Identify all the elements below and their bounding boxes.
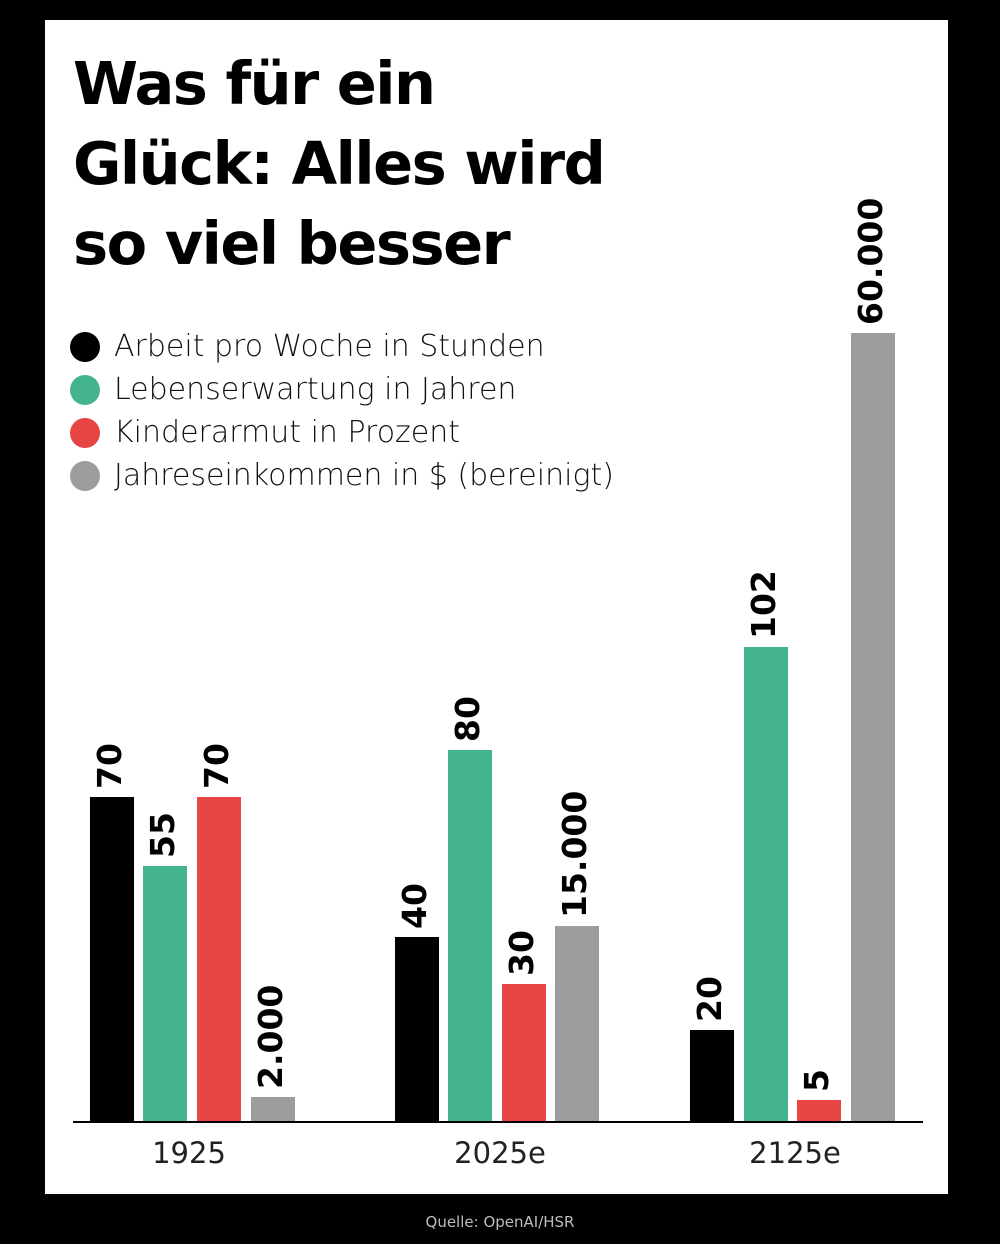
- category-label-1925: 1925: [152, 1136, 226, 1170]
- bar-2125e-9: [744, 647, 788, 1122]
- legend-dot-icon: [70, 331, 100, 362]
- legend-label: Kinderarmut in Prozent: [114, 415, 461, 450]
- legend-item-lebenserwartung: Lebenserwartung in Jahren: [70, 368, 614, 411]
- bar-2025e-4: [395, 937, 439, 1122]
- bar-1925-3: [251, 1097, 295, 1122]
- category-label-2025e: 2025e: [454, 1136, 546, 1170]
- legend-label: Arbeit pro Woche in Stunden: [114, 329, 545, 364]
- bar-2125e-10: [797, 1100, 841, 1122]
- legend-dot-icon: [70, 460, 100, 491]
- legend-item-jahreseinkommen: Jahreseinkommen in $ (bereinigt): [70, 454, 614, 497]
- bar-2125e-11: [851, 333, 895, 1122]
- legend-label: Jahreseinkommen in $ (bereinigt): [114, 458, 614, 493]
- source-note: Quelle: OpenAI/HSR: [425, 1213, 575, 1231]
- bar-2025e-5: [448, 750, 492, 1122]
- title-line-2: Glück: Alles wird: [73, 129, 606, 198]
- chart-card: Was für ein Glück: Alles wird so viel be…: [45, 20, 948, 1194]
- legend-dot-icon: [70, 417, 100, 448]
- bar-1925-2: [197, 797, 241, 1122]
- legend-item-kinderarmut: Kinderarmut in Prozent: [70, 411, 614, 454]
- title-line-1: Was für ein: [73, 49, 436, 118]
- category-label-2125e: 2125e: [749, 1136, 841, 1170]
- bar-2125e-8: [690, 1030, 734, 1122]
- legend-item-arbeit: Arbeit pro Woche in Stunden: [70, 325, 614, 368]
- bar-2025e-7: [555, 926, 599, 1122]
- title-line-3: so viel besser: [73, 209, 511, 278]
- chart-legend: Arbeit pro Woche in Stunden Lebenserwart…: [70, 325, 614, 497]
- bar-1925-0: [90, 797, 134, 1122]
- legend-label: Lebenserwartung in Jahren: [114, 372, 517, 407]
- legend-dot-icon: [70, 374, 100, 405]
- x-axis-line: [73, 1121, 923, 1123]
- bar-1925-1: [143, 866, 187, 1122]
- chart-title: Was für ein Glück: Alles wird so viel be…: [73, 44, 773, 284]
- bar-2025e-6: [502, 984, 546, 1122]
